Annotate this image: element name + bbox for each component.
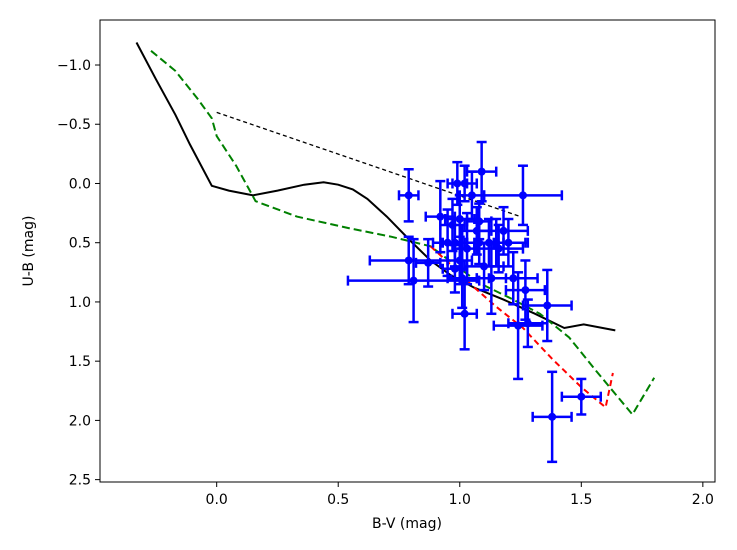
point-marker bbox=[436, 212, 445, 221]
point-marker bbox=[460, 179, 469, 188]
point-marker bbox=[543, 301, 552, 310]
x-tick-label: 1.5 bbox=[570, 492, 592, 508]
point-marker bbox=[518, 191, 527, 200]
point-marker bbox=[577, 392, 586, 401]
x-tick-label: 0.0 bbox=[206, 492, 228, 508]
data-point-26 bbox=[473, 223, 525, 274]
data-point-36 bbox=[560, 377, 603, 416]
y-tick-label: −0.5 bbox=[57, 117, 91, 133]
point-marker bbox=[409, 276, 418, 285]
y-tick-label: 1.0 bbox=[69, 295, 91, 311]
data-point-5 bbox=[424, 179, 457, 254]
x-axis-ticks: 0.0 0.5 1.0 1.5 2.0 bbox=[206, 482, 714, 508]
point-marker bbox=[424, 258, 433, 267]
data-point-15 bbox=[451, 164, 479, 203]
point-marker bbox=[467, 191, 476, 200]
y-tick-label: 1.5 bbox=[69, 354, 91, 370]
point-marker bbox=[521, 286, 530, 295]
data-point-20 bbox=[465, 202, 493, 241]
data-point-35 bbox=[531, 370, 573, 464]
x-tick-label: 1.0 bbox=[449, 492, 471, 508]
x-tick-label: 0.5 bbox=[327, 492, 349, 508]
y-tick-label: 2.5 bbox=[69, 473, 91, 489]
point-marker bbox=[548, 412, 557, 421]
y-tick-label: 2.0 bbox=[69, 413, 91, 429]
curve-green-dashed bbox=[150, 50, 656, 417]
x-axis-title: B-V (mag) bbox=[372, 516, 442, 532]
data-point-2 bbox=[368, 235, 449, 286]
plot-frame bbox=[99, 19, 716, 483]
y-tick-label: −1.0 bbox=[57, 58, 91, 74]
curve-black-dashed bbox=[216, 111, 521, 218]
data-point-1 bbox=[397, 168, 420, 223]
point-marker bbox=[460, 309, 469, 318]
curve-red-dashed bbox=[429, 245, 614, 410]
data-point-27 bbox=[477, 205, 530, 256]
x-tick-label: 2.0 bbox=[692, 492, 714, 508]
y-tick-label: 0.5 bbox=[69, 236, 91, 252]
data-point-31 bbox=[482, 164, 564, 227]
point-marker bbox=[523, 319, 532, 328]
point-marker bbox=[475, 217, 484, 226]
point-marker bbox=[509, 274, 518, 283]
point-marker bbox=[494, 244, 503, 253]
data-point-21 bbox=[465, 140, 498, 203]
data-point-34 bbox=[521, 268, 573, 343]
point-marker bbox=[499, 226, 508, 235]
point-marker bbox=[404, 256, 413, 265]
data-point-28 bbox=[487, 217, 530, 268]
point-marker bbox=[404, 191, 413, 200]
y-axis-ticks: −1.0 −0.5 0.0 0.5 1.0 1.5 2.0 2.5 bbox=[57, 58, 100, 489]
y-tick-label: 0.0 bbox=[69, 176, 91, 192]
data-point-14 bbox=[451, 276, 479, 351]
data-point-29 bbox=[487, 250, 539, 306]
point-marker bbox=[477, 167, 486, 176]
y-axis-title: U-B (mag) bbox=[21, 216, 37, 287]
point-marker bbox=[504, 238, 513, 247]
point-marker bbox=[455, 215, 464, 224]
data-point-32 bbox=[504, 259, 547, 321]
data-points bbox=[346, 140, 603, 464]
data-point-4 bbox=[414, 237, 442, 288]
